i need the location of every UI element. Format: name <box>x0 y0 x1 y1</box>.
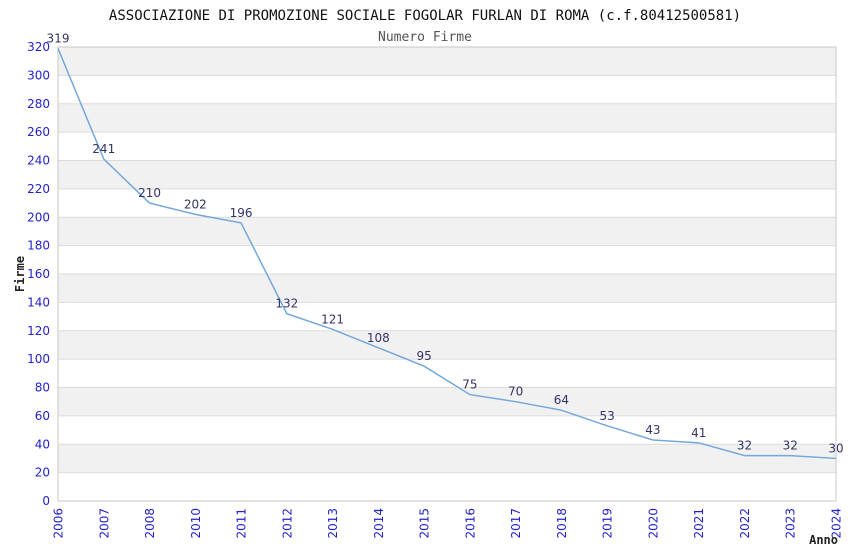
x-tick-label: 2015 <box>418 508 432 539</box>
data-point-label: 41 <box>691 426 706 440</box>
data-point-label: 64 <box>554 393 569 407</box>
y-tick-label: 320 <box>27 40 50 54</box>
x-tick-label: 2012 <box>280 508 294 539</box>
band-stripe <box>58 274 836 303</box>
band-stripe <box>58 444 836 473</box>
data-point-labels: 319 241 210 202 196 132 121 108 95 75 70 64 53 43 41 32… <box>47 31 844 455</box>
x-axis-title: Anno <box>809 533 838 547</box>
band-stripe <box>58 330 836 360</box>
x-tick-label: 2008 <box>143 508 157 539</box>
data-point-label: 196 <box>230 206 253 220</box>
y-tick-label: 60 <box>35 409 50 423</box>
x-tick-label: 2018 <box>555 508 569 539</box>
data-point-label: 132 <box>275 297 298 311</box>
x-tick-label: 2014 <box>372 508 386 539</box>
plot-border <box>57 46 837 502</box>
gridlines <box>58 46 836 502</box>
x-tick-label: 2023 <box>784 508 798 539</box>
data-series-line <box>57 48 837 460</box>
x-tick-label: 2006 <box>52 508 66 539</box>
y-tick-label: 260 <box>27 125 50 139</box>
x-tick-label: 2016 <box>463 508 477 539</box>
x-tick-label: 2010 <box>189 508 203 539</box>
x-tick-label: 2020 <box>646 508 660 539</box>
x-axis-tick-labels: 2006 2007 2008 2010 2011 2012 2013 2014 2015 2016… <box>52 508 844 539</box>
chart-subtitle: Numero Firme <box>378 30 472 45</box>
y-tick-label: 140 <box>27 295 50 309</box>
x-tick-label: 2021 <box>692 508 706 539</box>
data-point-label: 70 <box>508 385 523 399</box>
data-point-label: 53 <box>600 409 615 423</box>
data-point-label: 108 <box>367 331 390 345</box>
data-point-label: 241 <box>92 142 115 156</box>
data-point-label: 32 <box>737 439 752 453</box>
band-stripe <box>58 160 836 189</box>
x-tick-label: 2017 <box>509 508 523 539</box>
y-tick-label: 240 <box>27 154 50 168</box>
x-tick-label: 2007 <box>97 508 111 539</box>
y-tick-label: 0 <box>42 494 50 508</box>
x-tick-label: 2019 <box>601 508 615 539</box>
data-point-label: 210 <box>138 186 161 200</box>
y-tick-label: 120 <box>27 324 50 338</box>
x-tick-label: 2011 <box>235 508 249 539</box>
y-tick-label: 280 <box>27 97 50 111</box>
y-tick-label: 300 <box>27 68 50 82</box>
y-axis-title: Firme <box>13 256 27 292</box>
data-point-label: 43 <box>645 423 660 437</box>
band-stripe <box>58 387 836 416</box>
data-point-label: 30 <box>828 441 843 455</box>
x-tick-label: 2013 <box>326 508 340 539</box>
data-point-label: 75 <box>462 378 477 392</box>
y-tick-label: 200 <box>27 210 50 224</box>
band-stripe <box>58 47 836 76</box>
x-tick-label: 2024 <box>830 508 844 539</box>
chart-title: ASSOCIAZIONE DI PROMOZIONE SOCIALE FOGOL… <box>109 8 741 24</box>
band-stripe <box>58 217 836 246</box>
data-point-label: 121 <box>321 312 344 326</box>
y-tick-label: 180 <box>27 239 50 253</box>
background-bands <box>58 47 836 473</box>
y-tick-label: 220 <box>27 182 50 196</box>
y-tick-label: 80 <box>35 381 50 395</box>
band-stripe <box>58 103 836 133</box>
data-point-label: 32 <box>783 439 798 453</box>
y-tick-label: 160 <box>27 267 50 281</box>
y-axis-tick-labels: 0 20 40 60 80 100 120 140 160 180 200 220 240 260 280 3… <box>27 40 50 508</box>
data-point-label: 202 <box>184 197 207 211</box>
y-tick-label: 20 <box>35 466 50 480</box>
y-tick-label: 100 <box>27 352 50 366</box>
data-point-label: 95 <box>416 349 431 363</box>
x-tick-label: 2022 <box>738 508 752 539</box>
data-point-label: 319 <box>47 31 70 45</box>
y-tick-label: 40 <box>35 437 50 451</box>
